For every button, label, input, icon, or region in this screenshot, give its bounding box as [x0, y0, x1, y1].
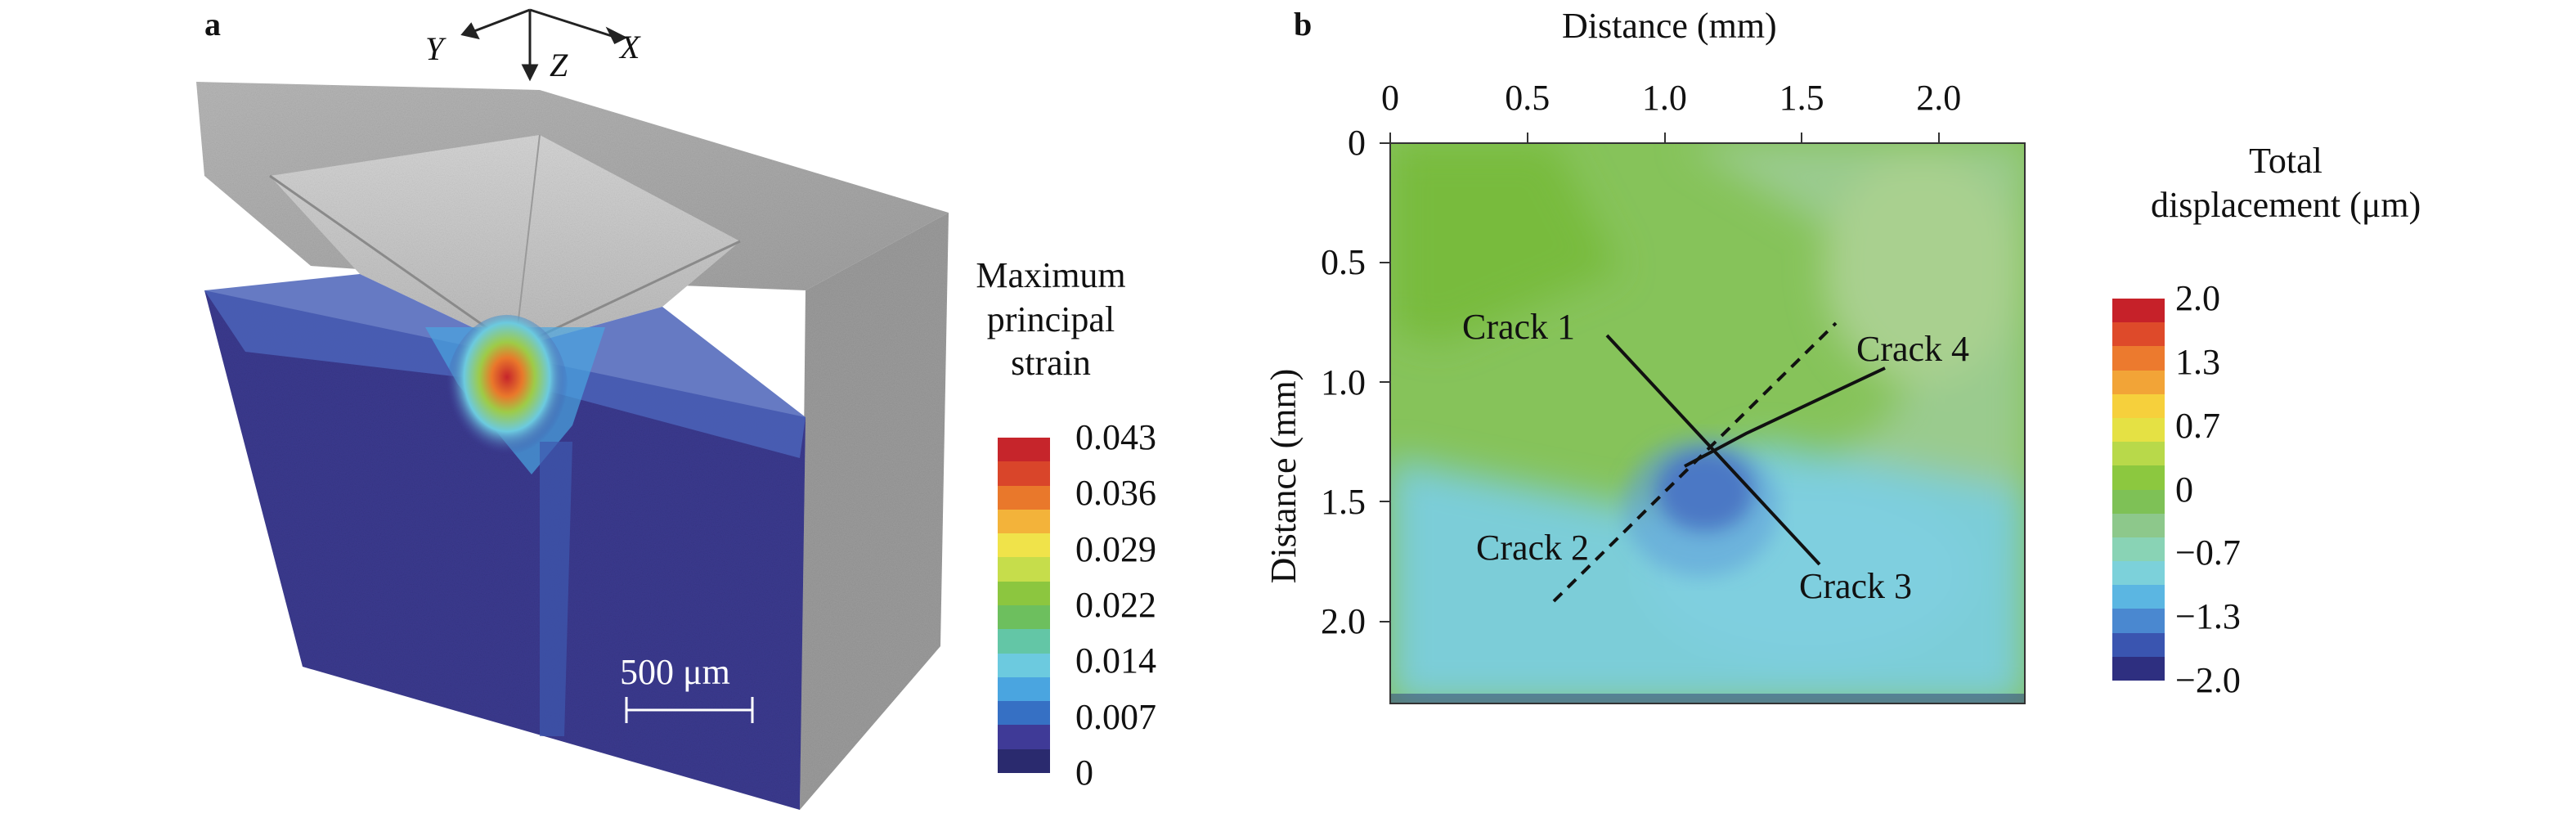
colorbar-tick-label: 2.0 [2175, 278, 2220, 318]
colorbar-swatch [2112, 393, 2165, 418]
colorbar-tick-label: 0.007 [1075, 696, 1156, 737]
colorbar-swatch [998, 533, 1050, 558]
crack-4-line [1684, 366, 1886, 468]
panel-b-xlabel: Distance (mm) [1562, 6, 1777, 46]
colorbar-swatch [998, 509, 1050, 534]
indent-pit [270, 135, 740, 348]
colorbar-tick-label: 0.043 [1075, 417, 1156, 457]
crack-4-label: Crack 4 [1856, 329, 1970, 369]
colorbar-b [2112, 299, 2165, 681]
colorbar-swatch [2112, 489, 2165, 514]
colorbar-tick-label: −0.7 [2175, 533, 2241, 573]
y-tick-label: 0 [1348, 123, 1366, 163]
colorbar-b-title: Total displacement (μm) [2151, 139, 2421, 227]
axis-x-label: X [620, 29, 640, 65]
crack-1-label: Crack 1 [1462, 307, 1576, 347]
colorbar-tick-label: 0.036 [1075, 473, 1156, 514]
crack-2-label: Crack 2 [1476, 528, 1590, 568]
colorbar-swatch [2112, 561, 2165, 586]
colorbar-swatch [2112, 609, 2165, 633]
x-tick-label: 0 [1381, 78, 1399, 118]
colorbar-swatch [998, 438, 1050, 462]
axis-z-label: Z [550, 47, 568, 83]
colorbar-swatch [2112, 346, 2165, 371]
y-tick-label: 0.5 [1321, 242, 1366, 283]
colorbar-tick-label: 1.3 [2175, 341, 2220, 382]
colorbar-swatch [998, 605, 1050, 630]
colorbar-a-title-line-2: principal [986, 299, 1115, 339]
colorbar-tick-label: 0.014 [1075, 640, 1156, 681]
colorbar-swatch [998, 748, 1050, 773]
x-tick-label: 0.5 [1505, 78, 1551, 118]
specimen-front-face [204, 290, 806, 810]
crack-3-label: Crack 3 [1799, 566, 1913, 606]
colorbar-b-title-line-2: displacement (μm) [2151, 184, 2421, 225]
colorbar-b-title-line-1: Total [2249, 141, 2322, 181]
colorbar-tick-label: −2.0 [2175, 660, 2241, 700]
specimen-side-face [800, 213, 949, 810]
cracks [1552, 321, 1886, 603]
colorbar-tick-label: 0 [1075, 753, 1093, 793]
scale-bar [625, 697, 754, 723]
colorbar-swatch [2112, 656, 2165, 681]
colorbar-swatch [998, 485, 1050, 510]
colorbar-swatch [998, 676, 1050, 702]
colorbar-tick-label: 0 [2175, 469, 2193, 510]
colorbar-swatch [998, 629, 1050, 654]
y-tick-label: 1.5 [1321, 481, 1366, 522]
colorbar-tick-label: 0.7 [2175, 405, 2220, 446]
y-tick-label: 2.0 [1321, 601, 1366, 642]
colorbar-tick-label: 0.022 [1075, 585, 1156, 625]
x-tick-label: 1.5 [1779, 78, 1824, 118]
colorbar-swatch [998, 725, 1050, 749]
colorbar-a-title: Maximum principal strain [965, 254, 1137, 385]
colorbar-swatch [998, 461, 1050, 486]
colorbar-swatch [2112, 465, 2165, 490]
colorbar-swatch [2112, 585, 2165, 609]
strain-hotspot [446, 315, 568, 470]
panel-a-label: a [204, 6, 221, 43]
colorbar-swatch [2112, 537, 2165, 562]
colorbar-swatch [2112, 513, 2165, 537]
colorbar-swatch [998, 653, 1050, 677]
colorbar-swatch [998, 701, 1050, 726]
colorbar-tick-label: 0.029 [1075, 528, 1156, 569]
colorbar-swatch [2112, 322, 2165, 347]
y-tick-label: 1.0 [1321, 362, 1366, 402]
x-tick-label: 2.0 [1916, 78, 1962, 118]
x-tick-label: 1.0 [1641, 78, 1687, 118]
axis-y-label: Y [425, 30, 444, 67]
colorbar-swatch [2112, 299, 2165, 323]
panel-b-label: b [1294, 6, 1313, 43]
colorbar-swatch [2112, 632, 2165, 657]
colorbar-swatch [998, 557, 1050, 582]
colorbar-swatch [2112, 442, 2165, 466]
colorbar-a [998, 438, 1050, 773]
scale-bar-label: 500 μm [620, 652, 730, 692]
colorbar-swatch [998, 581, 1050, 605]
axis-triad [460, 8, 628, 82]
colorbar-a-title-line-3: strain [1011, 343, 1091, 384]
colorbar-a-title-line-1: Maximum [976, 255, 1126, 295]
colorbar-tick-label: −1.3 [2175, 596, 2241, 637]
colorbar-swatch [2112, 370, 2165, 394]
colorbar-swatch [2112, 417, 2165, 443]
